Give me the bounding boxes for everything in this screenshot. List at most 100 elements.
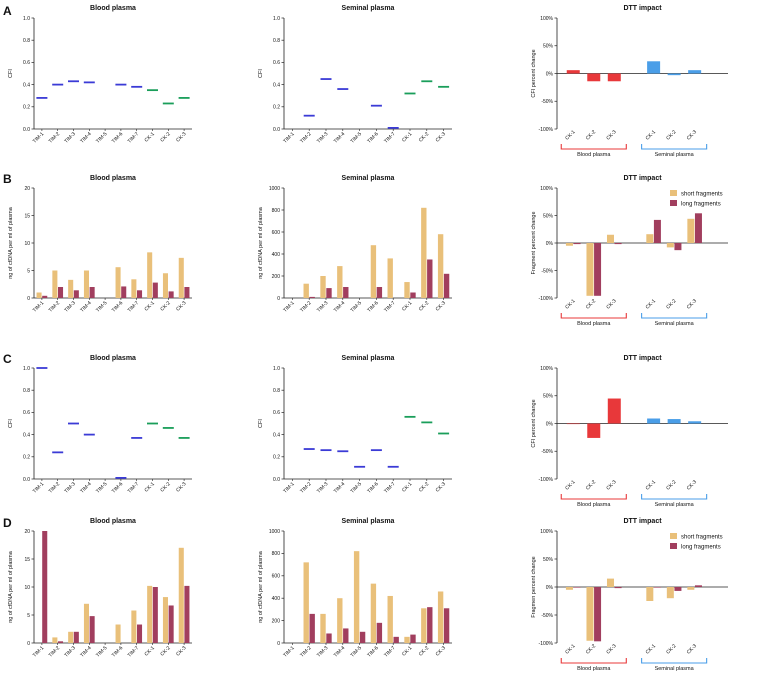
- y-tick-label: 100%: [540, 186, 553, 192]
- bar-long-tim-1: [42, 295, 48, 298]
- bar-short-blood-ck-2: [586, 243, 594, 296]
- x-tick-label: CK-1: [401, 481, 413, 493]
- x-tick-label: TIM-3: [63, 300, 77, 314]
- group-label-blood: Blood plasma: [577, 666, 611, 672]
- y-tick-label: 0%: [546, 241, 554, 247]
- bar-short-tim-7: [387, 595, 393, 643]
- bar-long-seminal-ck-3: [694, 585, 702, 587]
- y-tick-label: 0.6: [273, 410, 280, 416]
- x-tick-label: TIM-6: [366, 131, 380, 145]
- x-tick-label: TIM-5: [95, 645, 109, 659]
- bar-short-seminal-ck-2: [666, 587, 674, 599]
- y-tick-label: 1000: [269, 529, 280, 535]
- x-tick-label: CK-2: [159, 645, 171, 657]
- bar-short-blood-ck-1: [565, 587, 573, 590]
- x-tick-label: TIM-6: [111, 300, 125, 314]
- chart-D2: Seminal plasma ng of cfDNA per ml of plas…: [258, 518, 452, 659]
- bar-short-seminal-ck-3: [687, 218, 695, 243]
- x-tick-label: TIM-3: [316, 645, 330, 659]
- x-tick-label: TIM-7: [383, 645, 397, 659]
- legend-label-short: short fragments: [681, 535, 723, 541]
- x-tick-label: CK-2: [585, 129, 597, 141]
- x-tick-label: TIM-6: [111, 131, 125, 145]
- bar-seminal-ck-2: [667, 419, 681, 424]
- bar-long-tim-2: [58, 641, 64, 643]
- x-tick-label: CK-1: [564, 479, 576, 491]
- x-tick-label: TIM-5: [95, 481, 109, 495]
- bar-long-seminal-ck-2: [674, 587, 682, 591]
- bar-long-ck-1: [410, 634, 416, 643]
- y-tick-label: 200: [272, 274, 281, 280]
- bar-long-ck-1: [152, 282, 158, 298]
- chart-title: Seminal plasma: [342, 518, 395, 525]
- bar-long-tim-6: [121, 286, 127, 298]
- bar-seminal-ck-2: [667, 73, 681, 76]
- bar-short-seminal-ck-1: [646, 587, 654, 601]
- x-tick-label: CK-2: [585, 479, 597, 491]
- panel-letter-C: C: [3, 352, 12, 366]
- bar-long-tim-4: [89, 287, 95, 298]
- x-tick-label: TIM-4: [79, 481, 93, 495]
- y-axis-label: CFI percent change: [531, 399, 537, 447]
- y-tick-label: 1.0: [23, 366, 30, 372]
- x-tick-label: TIM-6: [366, 645, 380, 659]
- x-tick-label: TIM-1: [282, 645, 296, 659]
- bar-blood-ck-3: [607, 398, 621, 424]
- y-axis-label: ng of cfDNA per ml of plasma: [8, 206, 14, 278]
- bar-short-tim-4: [337, 598, 343, 643]
- chart-title: Blood plasma: [90, 355, 136, 362]
- bar-long-tim-6: [376, 287, 383, 298]
- legend-swatch-long: [670, 200, 677, 206]
- y-tick-label: 50%: [543, 557, 554, 563]
- bar-short-tim-6: [370, 583, 377, 643]
- bar-short-tim-6: [115, 624, 121, 643]
- x-tick-label: CK-2: [665, 129, 677, 141]
- bar-long-seminal-ck-3: [694, 213, 702, 243]
- bar-long-blood-ck-1: [573, 587, 581, 588]
- group-label-seminal: Seminal plasma: [655, 502, 695, 508]
- y-tick-label: 0.0: [273, 127, 280, 133]
- x-tick-label: CK-3: [175, 481, 187, 493]
- x-tick-label: CK-2: [418, 131, 430, 143]
- y-tick-label: 20: [24, 529, 30, 535]
- x-tick-label: CK-3: [435, 131, 447, 143]
- x-tick-label: CK-3: [175, 645, 187, 657]
- x-tick-label: CK-2: [159, 131, 171, 143]
- bar-short-tim-4: [83, 603, 89, 643]
- x-tick-label: CK-1: [645, 643, 657, 655]
- bar-short-blood-ck-3: [606, 234, 614, 243]
- x-tick-label: TIM-3: [316, 131, 330, 145]
- legend-swatch-short: [670, 533, 677, 539]
- group-label-blood: Blood plasma: [577, 152, 611, 158]
- bar-short-tim-2: [52, 637, 58, 643]
- y-axis-label: CFI: [8, 419, 14, 428]
- x-tick-label: TIM-5: [350, 131, 364, 145]
- bar-seminal-ck-1: [647, 418, 661, 424]
- bar-short-tim-7: [131, 279, 137, 298]
- legend-swatch-short: [670, 190, 677, 196]
- x-tick-label: TIM-5: [95, 300, 109, 314]
- x-tick-label: CK-2: [159, 300, 171, 312]
- x-tick-label: TIM-7: [383, 131, 397, 145]
- bar-short-tim-4: [337, 266, 343, 298]
- bar-short-ck-2: [421, 207, 427, 298]
- y-tick-label: -50%: [541, 613, 553, 619]
- chart-title: Blood plasma: [90, 175, 136, 182]
- bar-long-tim-3: [326, 633, 332, 643]
- group-label-seminal: Seminal plasma: [655, 321, 695, 327]
- chart-D3: DTT impact Fragmen percent change -100% -50…: [531, 518, 728, 672]
- x-tick-label: TIM-4: [333, 131, 347, 145]
- chart-title: DTT impact: [623, 175, 662, 182]
- y-axis-label: ng of cfDNA per ml of plasma: [258, 550, 264, 622]
- bar-short-tim-1: [36, 292, 42, 298]
- bar-short-ck-3: [437, 591, 444, 643]
- x-tick-label: CK-3: [175, 131, 187, 143]
- bar-seminal-ck-1: [647, 61, 661, 74]
- y-tick-label: 0.8: [23, 38, 30, 44]
- y-tick-label: 0.0: [23, 127, 30, 133]
- group-bracket-blood: [560, 144, 627, 150]
- x-tick-label: TIM-4: [79, 645, 93, 659]
- group-bracket-blood: [560, 658, 627, 664]
- bar-short-blood-ck-2: [586, 587, 594, 641]
- bar-long-tim-4: [343, 628, 349, 643]
